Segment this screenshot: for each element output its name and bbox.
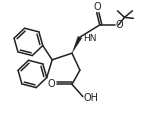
Polygon shape [72, 36, 82, 53]
Text: O: O [94, 2, 102, 12]
Text: O: O [48, 79, 55, 89]
Text: OH: OH [84, 93, 99, 103]
Text: O: O [116, 20, 123, 30]
Text: HN: HN [83, 34, 96, 43]
